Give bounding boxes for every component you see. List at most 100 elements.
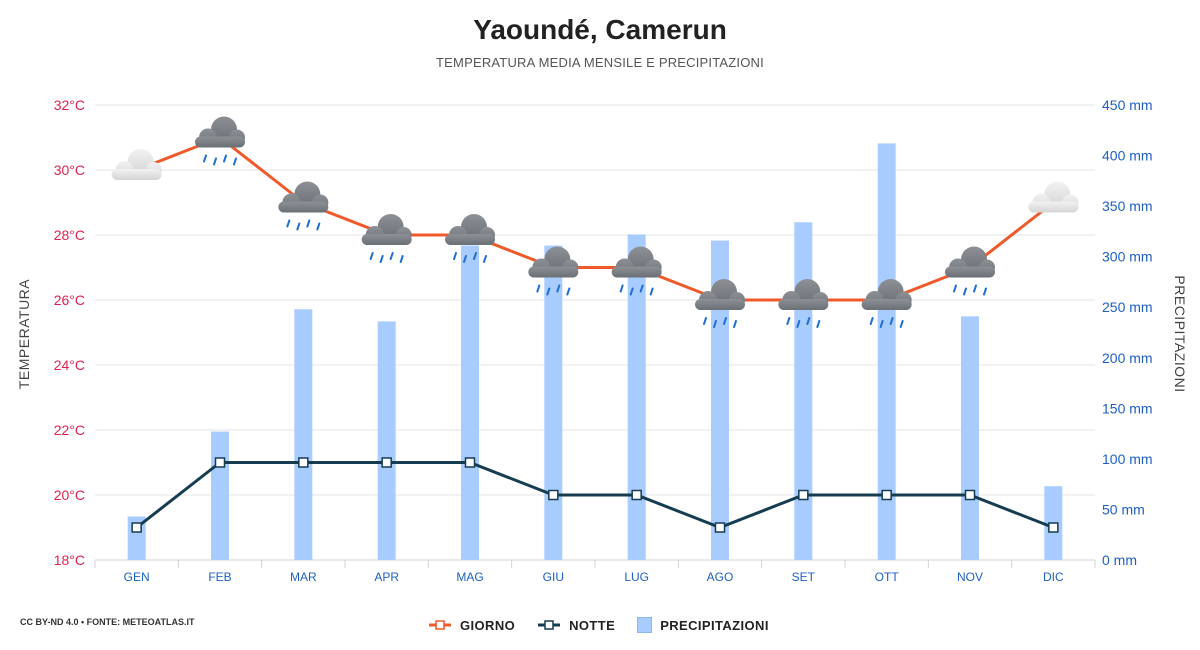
cloud-base (861, 299, 912, 310)
night-marker-mar[interactable] (298, 457, 309, 468)
legend-item-precip[interactable]: PRECIPITAZIONI (637, 617, 769, 633)
x-tick-label: SET (792, 570, 816, 584)
rain-cloud-icon (445, 214, 495, 263)
precip-bar-feb (211, 431, 229, 560)
night-marker-ott[interactable] (881, 489, 892, 501)
precip-bar-mag (461, 245, 479, 561)
precip-bar-ott (877, 143, 896, 560)
legend-item-day[interactable]: GIORNO (428, 618, 515, 633)
chart-legend: GIORNO NOTTE PRECIPITAZIONI (428, 616, 769, 634)
night-marker-mag[interactable] (464, 457, 476, 468)
raindrop (389, 252, 394, 260)
raindrop (399, 255, 404, 263)
raindrop (619, 284, 624, 293)
rain-cloud-icon (945, 246, 995, 296)
cloud-base (1028, 201, 1079, 213)
raindrop (473, 252, 477, 260)
legend-precip-swatch (637, 617, 653, 633)
left-tick-label: 18°C (54, 552, 85, 568)
cloud-base (528, 266, 579, 278)
x-tick-label: APR (374, 570, 399, 584)
chart-subtitle: TEMPERATURA MEDIA MENSILE E PRECIPITAZIO… (436, 55, 764, 70)
night-marker-apr[interactable] (381, 457, 392, 468)
rain-cloud-icon (528, 246, 579, 296)
right-tick-label: 150 mm (1102, 400, 1153, 416)
x-tick-label: OTT (875, 570, 900, 584)
raindrop (369, 252, 374, 260)
legend-day-swatch (429, 620, 451, 630)
raindrop (463, 255, 467, 263)
day-line (136, 136, 1055, 302)
raindrop (296, 222, 301, 231)
raindrop (546, 287, 551, 296)
weather-icons (111, 116, 1079, 328)
left-tick-label: 24°C (54, 357, 85, 373)
cloud-base (445, 234, 495, 245)
precip-bar-giu (544, 245, 563, 561)
left-tick-label: 28°C (54, 227, 85, 243)
cloud-base (778, 299, 829, 310)
night-marker-set[interactable] (798, 489, 809, 501)
raindrop (483, 255, 487, 263)
raindrop (639, 284, 644, 293)
raindrop (889, 317, 894, 325)
raindrop (286, 219, 291, 228)
rain-cloud-icon (861, 279, 912, 328)
cloud-base (695, 299, 745, 310)
temperature-lines (131, 132, 1059, 533)
raindrop (203, 154, 207, 163)
legend-precip-label: PRECIPITAZIONI (660, 617, 769, 633)
night-marker-gen[interactable] (131, 522, 142, 533)
raindrop (796, 320, 801, 328)
right-tick-label: 0 mm (1102, 552, 1137, 568)
rain-cloud-icon (778, 279, 829, 328)
precipitation-bars (127, 143, 1063, 561)
raindrop (869, 317, 874, 325)
raindrop (649, 287, 654, 296)
legend-item-night[interactable]: NOTTE (537, 618, 615, 633)
right-tick-label: 400 mm (1102, 148, 1153, 164)
x-tick-label: MAG (456, 570, 483, 584)
night-marker-ago[interactable] (714, 522, 726, 533)
raindrop (983, 287, 987, 296)
raindrop (233, 157, 237, 166)
legend-night-swatch (538, 620, 561, 630)
legend-day-label: GIORNO (460, 617, 516, 633)
raindrop (713, 320, 717, 328)
precip-bar-lug (627, 234, 646, 560)
night-marker-lug[interactable] (631, 489, 642, 501)
left-axis-title: TEMPERATURA (16, 279, 32, 389)
night-marker-nov[interactable] (964, 489, 976, 501)
right-tick-label: 350 mm (1102, 198, 1153, 214)
raindrop (453, 252, 457, 260)
raindrop (703, 317, 707, 325)
night-marker-dic[interactable] (1048, 522, 1059, 533)
raindrop (963, 287, 967, 296)
raindrop (786, 317, 791, 325)
right-tick-label: 300 mm (1102, 249, 1153, 265)
raindrop (733, 320, 737, 328)
chart-title: Yaoundé, Camerun (473, 14, 727, 45)
right-tick-label: 250 mm (1102, 299, 1153, 315)
raindrop (953, 284, 957, 293)
gridlines (95, 104, 1095, 561)
cloud-icon (1028, 181, 1079, 213)
raindrop (316, 222, 321, 231)
night-marker-feb[interactable] (214, 457, 226, 468)
raindrop (973, 284, 977, 293)
raindrop (723, 317, 727, 325)
night-marker-giu[interactable] (548, 489, 559, 501)
cloud-base (195, 136, 245, 148)
cloud-base (111, 169, 162, 180)
x-tick-label: DIC (1043, 570, 1064, 584)
raindrop (379, 255, 384, 263)
rain-cloud-icon (611, 246, 662, 296)
left-tick-label: 26°C (54, 292, 85, 308)
source-credit: CC BY-ND 4.0 • FONTE: METEOATLAS.IT (20, 617, 195, 627)
right-tick-label: 450 mm (1102, 97, 1153, 113)
raindrop (556, 284, 561, 293)
left-axis-ticks: 18°C 20°C 22°C 24°C 26°C 28°C 30°C 32°C (54, 97, 85, 568)
precip-bar-apr (377, 321, 396, 560)
raindrop (306, 219, 311, 228)
